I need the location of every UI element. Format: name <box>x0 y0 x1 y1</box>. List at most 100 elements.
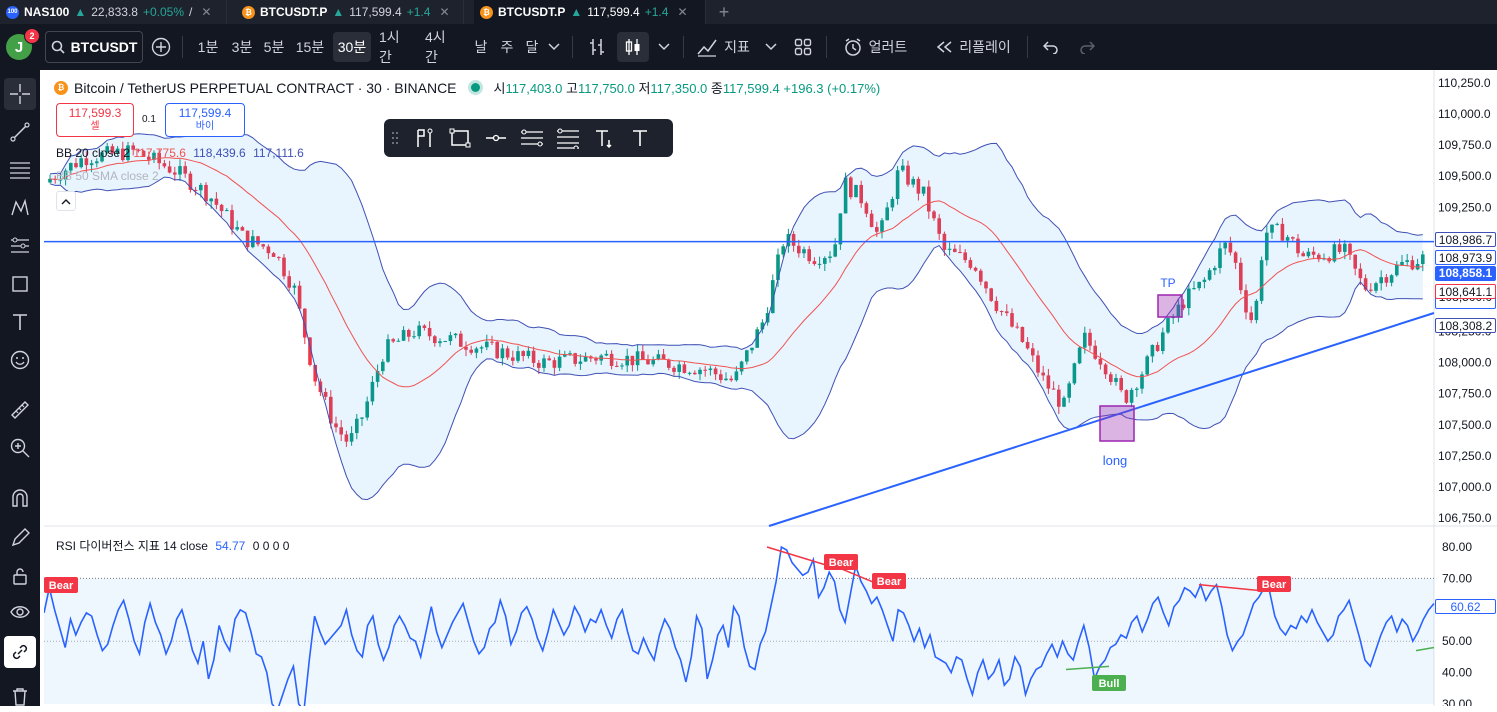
symbol-name: BTCUSDT <box>70 39 138 55</box>
text-tool[interactable] <box>4 306 36 338</box>
rsi-tick-label: 30.00 <box>1442 697 1472 706</box>
price-chart[interactable]: 110,250.0 110,000.0 109,750.0 109,500.0 109,… <box>44 70 1497 706</box>
bear-tag-label: Bear <box>49 580 74 592</box>
emoji-tool[interactable] <box>4 344 36 376</box>
interval-button[interactable]: 15분 <box>290 24 330 70</box>
compare-symbol-button[interactable] <box>147 24 175 70</box>
fib-button[interactable] <box>550 119 586 157</box>
rewind-icon <box>937 41 952 53</box>
bb-basis-price-tag: 108,641.1 <box>1435 284 1496 299</box>
tab-btcusdt[interactable]: ₿ BTCUSDT.P ▲ 117,599.4 +1.4 ✕ <box>236 0 464 24</box>
lock-tool[interactable] <box>4 560 36 592</box>
rectangle-tool-button[interactable] <box>442 119 478 157</box>
horizontal-ray-button[interactable] <box>478 119 514 157</box>
close-icon[interactable]: ✕ <box>439 5 450 19</box>
alert-button[interactable]: 얼러트 <box>836 24 914 70</box>
candle-body <box>219 204 224 212</box>
candle-body <box>1015 326 1019 328</box>
candle-body <box>687 372 692 374</box>
lock-icon <box>13 568 27 585</box>
rsi-legend[interactable]: RSI 다이버전스 지표 14 close 54.77 0 0 0 0 <box>56 539 290 553</box>
crosshair-tool[interactable] <box>4 78 36 110</box>
text-button[interactable] <box>622 119 658 157</box>
interval-button[interactable]: 5분 <box>258 24 290 70</box>
series-title[interactable]: Bitcoin / TetherUS PERPETUAL CONTRACT · … <box>74 79 457 96</box>
candle-body <box>958 252 962 254</box>
collapse-legend-button[interactable] <box>56 191 76 211</box>
candle-body <box>1192 288 1196 290</box>
interval-button[interactable]: 날 <box>468 24 494 70</box>
bull-divergence-line <box>1415 646 1435 652</box>
shapes-tool[interactable] <box>4 268 36 300</box>
close-icon[interactable]: ✕ <box>201 5 212 19</box>
candles-style-button[interactable] <box>617 24 649 70</box>
replay-button[interactable]: 리플레이 <box>928 24 1018 70</box>
symbol-search-button[interactable]: BTCUSDT <box>44 24 144 70</box>
buy-button[interactable]: 117,599.4 바이 <box>165 103 245 137</box>
indicators-dropdown[interactable] <box>760 24 782 70</box>
candle-body <box>308 337 312 365</box>
candle-body <box>1057 389 1061 407</box>
sell-button[interactable]: 117,599.3 셀 <box>56 103 134 137</box>
redo-button[interactable] <box>1074 24 1100 70</box>
bar-style-button[interactable] <box>583 24 611 70</box>
candle-body <box>1213 267 1217 271</box>
floating-drawing-toolbar <box>384 119 673 157</box>
series-legend: ₿ Bitcoin / TetherUS PERPETUAL CONTRACT … <box>54 78 880 97</box>
candle-body <box>1291 237 1295 239</box>
candle-body <box>1062 397 1066 407</box>
parallel-channel-button[interactable] <box>514 119 550 157</box>
zoom-tool[interactable] <box>4 432 36 464</box>
candle-body <box>412 336 416 338</box>
candle-body <box>1353 254 1357 269</box>
undo-button[interactable] <box>1038 24 1064 70</box>
sync-drawings-tool[interactable] <box>4 636 36 668</box>
interval-label: 주 <box>500 39 514 55</box>
candle-body <box>1337 244 1342 252</box>
candle-body <box>812 261 817 265</box>
avatar: J 2 <box>6 28 40 60</box>
trend-line <box>768 312 1435 527</box>
candle-body <box>100 152 104 162</box>
measure-tool[interactable] <box>4 394 36 426</box>
indicators-button[interactable]: 지표 <box>692 24 754 70</box>
magnet-tool[interactable] <box>4 482 36 514</box>
user-avatar[interactable]: J 2 <box>2 24 40 70</box>
remove-drawings-tool[interactable] <box>4 680 36 712</box>
fib-tool[interactable] <box>4 154 36 186</box>
interval-button[interactable]: 4시간 <box>420 24 460 70</box>
new-tab-button[interactable]: + <box>708 0 740 24</box>
candle-body <box>141 150 146 157</box>
chart-area[interactable]: 110,250.0 110,000.0 109,750.0 109,500.0 109,… <box>44 70 1497 706</box>
sell-label: 셀 <box>90 121 100 132</box>
hide-tool[interactable] <box>4 596 36 628</box>
bb-legend[interactable]: BB 20 close 2 117,775.6 118,439.6 117,11… <box>56 146 304 160</box>
candle-body <box>266 246 271 254</box>
interval-button[interactable]: 3분 <box>226 24 258 70</box>
redo-icon <box>1080 41 1095 54</box>
interval-button[interactable]: 30분 <box>332 24 372 70</box>
bb2-legend[interactable]: BB 50 SMA close 2 <box>56 169 159 183</box>
trend-line-tool[interactable] <box>4 116 36 148</box>
candle-body <box>1306 251 1311 257</box>
interval-button[interactable]: 주 <box>494 24 520 70</box>
pattern-tool[interactable] <box>4 192 36 224</box>
forecast-tool[interactable] <box>4 230 36 262</box>
candle-body <box>1031 348 1035 356</box>
layouts-button[interactable] <box>789 24 817 70</box>
price-tick-label: 107,250.0 <box>1438 449 1492 463</box>
tab-btcusdt-active[interactable]: ₿ BTCUSDT.P ▲ 117,599.4 +1.4 ✕ <box>474 0 706 24</box>
interval-button[interactable]: 1분 <box>192 24 224 70</box>
flag-tool-button[interactable] <box>406 119 442 157</box>
drawing-mode-tool[interactable] <box>4 522 36 554</box>
interval-button[interactable]: 1시간 <box>374 24 414 70</box>
interval-dropdown-button[interactable] <box>543 24 565 70</box>
close-icon[interactable]: ✕ <box>677 5 688 19</box>
chart-type-dropdown[interactable] <box>653 24 675 70</box>
drag-handle[interactable] <box>384 119 406 157</box>
text-note-button[interactable] <box>586 119 622 157</box>
interval-button[interactable]: 달 <box>519 24 545 70</box>
tab-nas100[interactable]: 100 NAS100 ▲ 22,833.8 +0.05% / ✕ <box>0 0 227 24</box>
indicators-label: 지표 <box>724 39 750 55</box>
rectangle-icon <box>449 128 471 148</box>
